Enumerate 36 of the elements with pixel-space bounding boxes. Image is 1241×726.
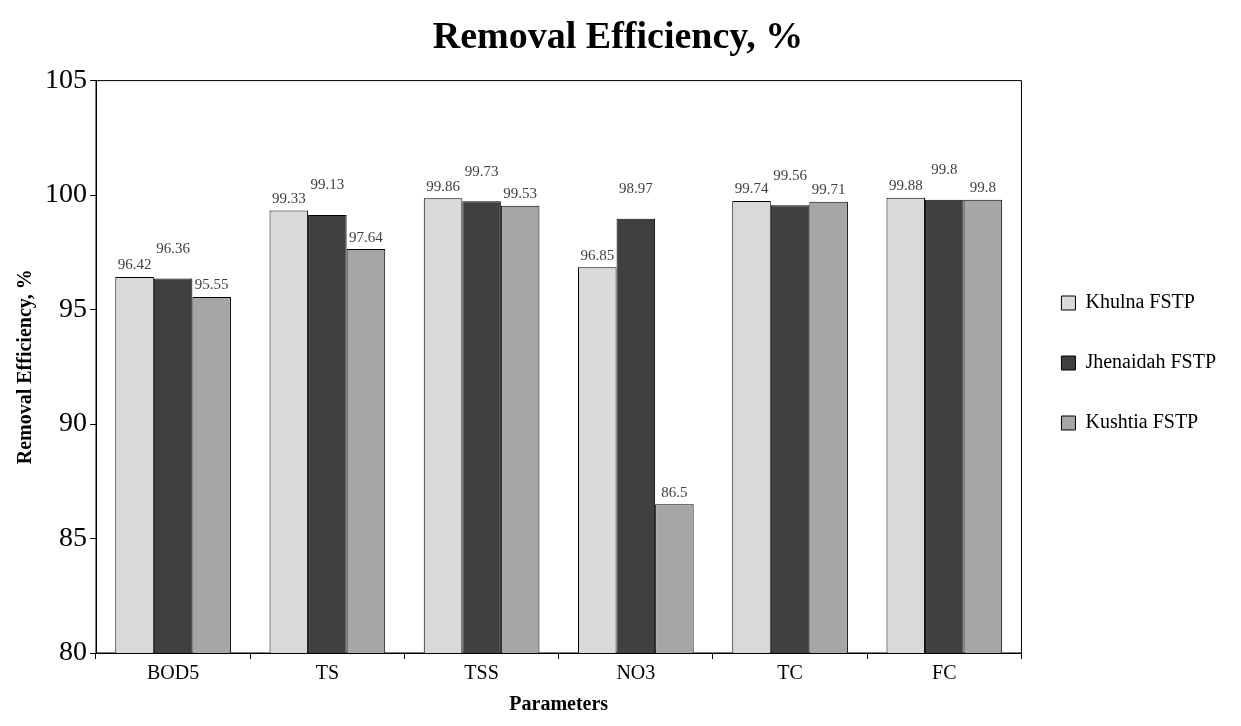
data-label: 99.33 (271, 189, 306, 206)
data-label: 99.73 (464, 162, 499, 179)
y-tick-label: 85 (59, 520, 87, 552)
x-tick-label: NO3 (616, 661, 656, 684)
x-axis-title: Parameters (509, 692, 609, 715)
legend-label: Khulna FSTP (1085, 290, 1195, 313)
data-label: 99.86 (426, 177, 461, 194)
y-axis-title: Removal Efficiency, % (13, 269, 37, 465)
data-label: 96.85 (580, 246, 615, 263)
y-tick-label: 90 (59, 406, 87, 438)
data-label: 99.13 (310, 176, 345, 193)
data-label: 99.8 (969, 179, 997, 196)
data-label: 96.42 (117, 256, 152, 273)
y-tick-label: 95 (59, 291, 87, 323)
chart-title: Removal Efficiency, % (432, 13, 804, 56)
x-tick-label: FC (932, 661, 957, 684)
data-label: 97.64 (349, 228, 384, 245)
x-tick-label: TS (315, 661, 340, 684)
data-label: 99.71 (811, 181, 846, 198)
data-label: 99.8 (931, 161, 958, 178)
legend-label: Jhenaidah FSTP (1085, 350, 1217, 373)
data-label: 99.56 (773, 166, 808, 183)
x-tick-label: TC (777, 661, 803, 684)
data-label: 99.88 (888, 177, 923, 194)
data-label: 95.55 (194, 276, 229, 293)
x-tick-label: BOD5 (147, 661, 200, 684)
x-tick-label: TSS (464, 661, 499, 684)
data-label: 99.53 (503, 185, 538, 202)
data-label: 96.36 (156, 239, 191, 256)
y-tick-label: 105 (45, 62, 87, 94)
legend-label: Kushtia FSTP (1085, 410, 1199, 433)
data-label: 98.97 (618, 180, 654, 197)
y-tick-label: 80 (59, 635, 87, 667)
data-label: 86.5 (661, 483, 688, 500)
data-label: 99.74 (734, 180, 769, 197)
y-tick-label: 100 (45, 177, 87, 209)
